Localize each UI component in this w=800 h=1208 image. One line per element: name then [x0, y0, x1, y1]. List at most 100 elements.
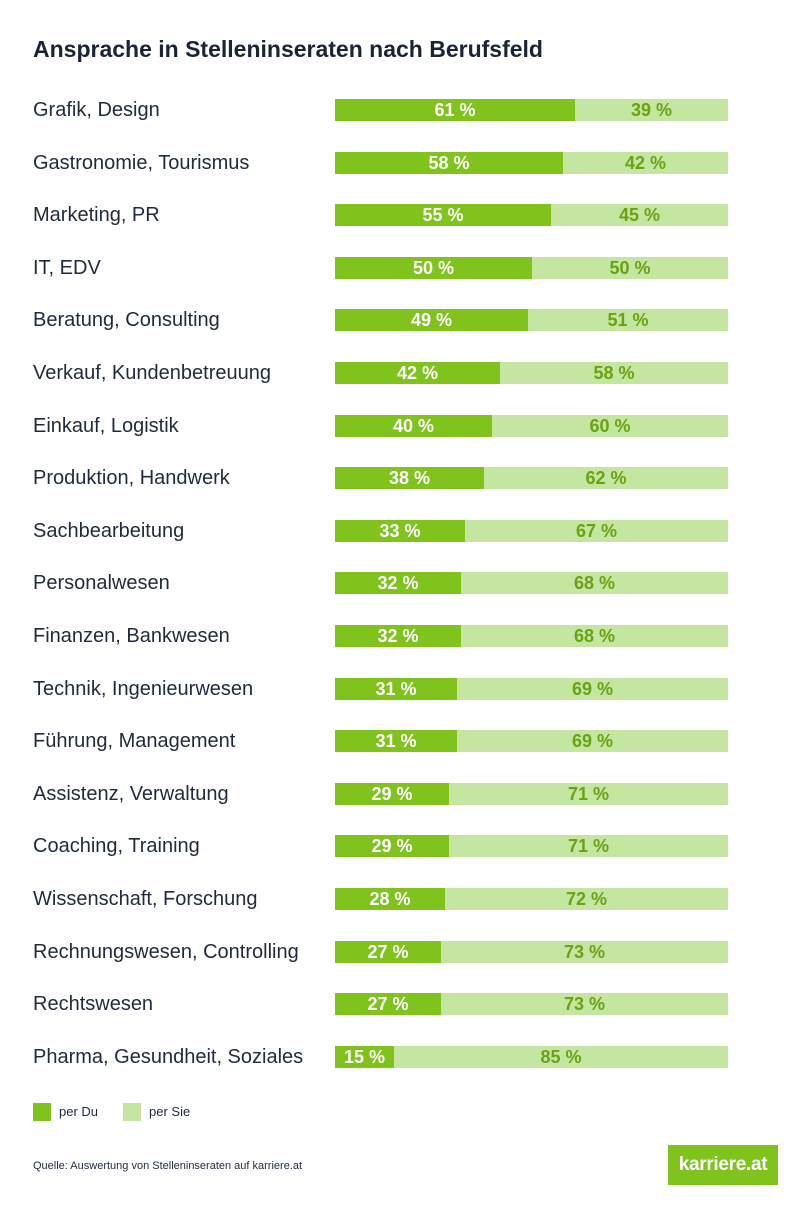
- bar-row: Assistenz, Verwaltung 29 % 71 %: [0, 779, 800, 809]
- category-label: Verkauf, Kundenbetreuung: [33, 362, 271, 384]
- category-label: Beratung, Consulting: [33, 309, 220, 331]
- data-label-per-du: 50 %: [412, 258, 455, 278]
- stacked-bar: 55 % 45 %: [335, 204, 728, 226]
- category-label: Einkauf, Logistik: [33, 415, 179, 437]
- stacked-bar: 40 % 60 %: [335, 415, 728, 437]
- bar-row: Einkauf, Logistik 40 % 60 %: [0, 411, 800, 441]
- category-label: IT, EDV: [33, 257, 101, 279]
- data-label-per-sie: 72 %: [565, 889, 608, 909]
- bar-segment-per-du: [335, 835, 449, 857]
- data-label-per-sie: 67 %: [575, 521, 618, 541]
- category-label: Rechnungswesen, Controlling: [33, 941, 299, 963]
- stacked-bar: 31 % 69 %: [335, 678, 728, 700]
- bar-segment-per-du: [335, 783, 449, 805]
- bar-segment-per-du: [335, 309, 528, 331]
- stacked-bar: 29 % 71 %: [335, 835, 728, 857]
- bar-segment-per-sie: [528, 309, 728, 331]
- bar-segment-per-sie: [551, 204, 728, 226]
- category-label: Technik, Ingenieurwesen: [33, 678, 254, 700]
- data-label-per-du: 27 %: [367, 994, 409, 1014]
- data-label-per-du: 31 %: [375, 679, 417, 699]
- bar-segment-per-du: [335, 257, 532, 279]
- category-label: Rechtswesen: [33, 993, 154, 1015]
- data-label-per-sie: 62 %: [585, 468, 627, 488]
- data-label-per-sie: 51 %: [607, 310, 649, 330]
- bar-row: Coaching, Training 29 % 71 %: [0, 831, 800, 861]
- stacked-bar: 42 % 58 %: [335, 362, 728, 384]
- data-label-per-du: 33 %: [379, 521, 421, 541]
- bar-segment-per-du: [335, 152, 563, 174]
- bar-segment-per-sie: [563, 152, 728, 174]
- bar-segment-per-du: [335, 204, 551, 226]
- data-label-per-sie: 68 %: [573, 573, 616, 593]
- bar-segment-per-du: [335, 572, 461, 594]
- bar-row: Technik, Ingenieurwesen 31 % 69 %: [0, 674, 800, 704]
- stacked-bar: 49 % 51 %: [335, 309, 728, 331]
- bar-row: Wissenschaft, Forschung 28 % 72 %: [0, 884, 800, 914]
- category-label: Produktion, Handwerk: [33, 467, 230, 489]
- bar-segment-per-du: [335, 888, 445, 910]
- category-label: Grafik, Design: [33, 99, 160, 121]
- data-label-per-sie: 71 %: [567, 784, 610, 804]
- bar-segment-per-du: [335, 520, 465, 542]
- bar-row: Verkauf, Kundenbetreuung 42 % 58 %: [0, 358, 800, 388]
- bar-segment-per-du: [335, 941, 441, 963]
- data-label-per-sie: 71 %: [567, 836, 610, 856]
- bar-segment-per-du: [335, 625, 461, 647]
- bar-segment-per-sie: [461, 572, 728, 594]
- stacked-bar: 50 % 50 %: [335, 257, 728, 279]
- data-label-per-du: 29 %: [371, 784, 413, 804]
- bar-row: Personalwesen 32 % 68 %: [0, 568, 800, 598]
- category-label: Pharma, Gesundheit, Soziales: [33, 1046, 304, 1068]
- data-label-per-sie: 68 %: [573, 626, 616, 646]
- bar-segment-per-sie: [575, 99, 728, 121]
- data-label-per-sie: 69 %: [571, 731, 614, 751]
- category-label: Personalwesen: [33, 572, 170, 594]
- bar-segment-per-du: [335, 678, 457, 700]
- bar-segment-per-sie: [492, 415, 728, 437]
- bar-segment-per-sie: [465, 520, 728, 542]
- category-label: Coaching, Training: [33, 835, 200, 857]
- category-label: Assistenz, Verwaltung: [33, 783, 229, 805]
- data-label-per-du: 40 %: [392, 416, 435, 436]
- data-label-per-du: 61 %: [434, 100, 476, 120]
- data-label-per-du: 29 %: [371, 836, 413, 856]
- category-label: Wissenschaft, Forschung: [33, 888, 258, 910]
- bar-row: Rechnungswesen, Controlling 27 % 73 %: [0, 937, 800, 967]
- data-label-per-sie: 73 %: [563, 942, 606, 962]
- data-label-per-du: 55 %: [422, 205, 464, 225]
- bar-row: Produktion, Handwerk 38 % 62 %: [0, 463, 800, 493]
- bar-segment-per-du: [335, 467, 484, 489]
- bar-segment-per-sie: [457, 678, 728, 700]
- bar-segment-per-du: [335, 993, 441, 1015]
- stacked-bar: 31 % 69 %: [335, 730, 728, 752]
- stacked-bar: 27 % 73 %: [335, 993, 728, 1015]
- legend-label-per-sie: per Sie: [149, 1104, 191, 1119]
- bar-segment-per-sie: [445, 888, 728, 910]
- bar-segment-per-sie: [441, 941, 728, 963]
- bar-row: Rechtswesen 27 % 73 %: [0, 989, 800, 1019]
- category-label: Sachbearbeitung: [33, 520, 185, 542]
- data-label-per-du: 28 %: [369, 889, 411, 909]
- bar-segment-per-du: [335, 99, 575, 121]
- bar-row: Beratung, Consulting 49 % 51 %: [0, 305, 800, 335]
- legend-swatch-per-du: [33, 1103, 51, 1121]
- stacked-bar: 32 % 68 %: [335, 572, 728, 594]
- bar-segment-per-sie: [441, 993, 728, 1015]
- stacked-bar: 58 % 42 %: [335, 152, 728, 174]
- data-label-per-du: 49 %: [410, 310, 453, 330]
- karriere-logo[interactable]: karriere.at: [668, 1145, 778, 1185]
- data-label-per-sie: 58 %: [593, 363, 635, 383]
- bar-segment-per-sie: [449, 783, 728, 805]
- bar-segment-per-sie: [484, 467, 728, 489]
- bar-segment-per-du: [335, 1046, 394, 1068]
- data-label-per-sie: 73 %: [563, 994, 606, 1014]
- stacked-bar: 33 % 67 %: [335, 520, 728, 542]
- bar-segment-per-du: [335, 730, 457, 752]
- data-label-per-du: 58 %: [428, 153, 470, 173]
- bar-segment-per-sie: [457, 730, 728, 752]
- legend-swatch-per-sie: [123, 1103, 141, 1121]
- bar-row: Finanzen, Bankwesen 32 % 68 %: [0, 621, 800, 651]
- data-label-per-du: 27 %: [367, 942, 409, 962]
